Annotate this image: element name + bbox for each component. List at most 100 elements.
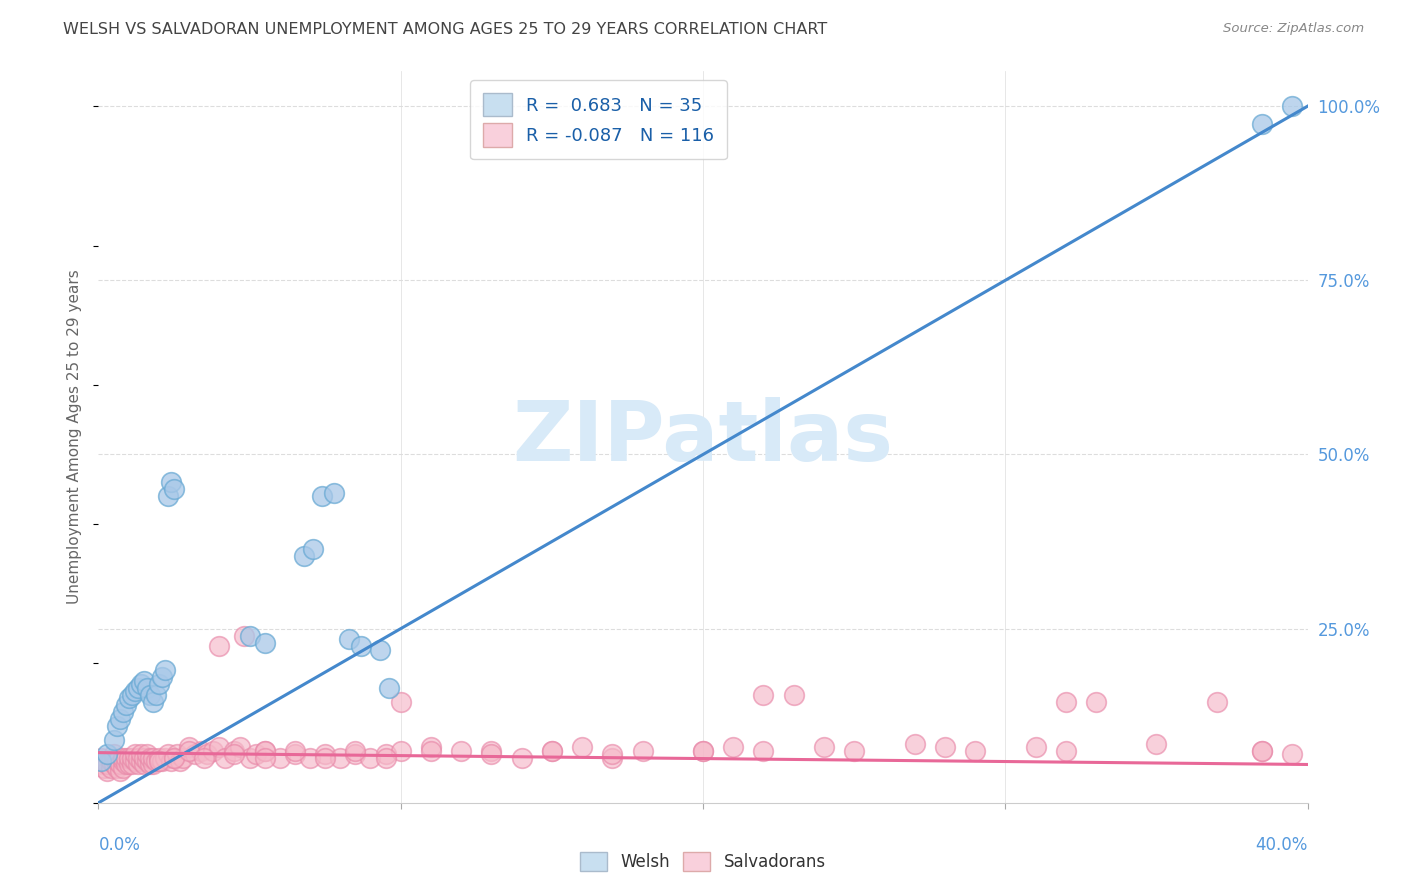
Text: Source: ZipAtlas.com: Source: ZipAtlas.com [1223,22,1364,36]
Point [111,754,134,768]
Point [111,705,134,719]
Point [239,629,262,643]
Point [692,743,714,757]
Point [124,747,146,761]
Point [450,743,472,757]
Point [169,754,191,768]
Point [844,743,866,757]
Text: 40.0%: 40.0% [1256,836,1308,854]
Point [692,743,714,757]
Point [377,681,399,695]
Point [148,677,170,691]
Point [965,743,987,757]
Text: WELSH VS SALVADORAN UNEMPLOYMENT AMONG AGES 25 TO 29 YEARS CORRELATION CHART: WELSH VS SALVADORAN UNEMPLOYMENT AMONG A… [63,22,828,37]
Point [127,681,149,695]
Point [166,747,188,761]
Point [153,750,176,764]
Point [314,750,336,764]
Point [129,747,152,761]
Point [90,754,112,768]
Point [389,743,412,757]
Y-axis label: Unemployment Among Ages 25 to 29 years: Unemployment Among Ages 25 to 29 years [67,269,83,605]
Point [108,757,131,772]
Point [1281,99,1303,113]
Point [1251,743,1274,757]
Point [360,750,382,764]
Point [571,740,593,755]
Point [752,688,775,702]
Point [904,737,927,751]
Point [105,719,128,733]
Point [934,740,956,755]
Point [118,691,141,706]
Point [229,740,252,755]
Point [202,743,225,757]
Point [127,750,149,764]
Point [344,743,367,757]
Point [111,761,134,775]
Point [148,754,170,768]
Point [156,489,179,503]
Point [184,747,207,761]
Point [1054,695,1077,709]
Point [96,757,118,772]
Point [389,695,412,709]
Point [160,754,183,768]
Point [214,750,236,764]
Point [602,747,624,761]
Point [253,743,276,757]
Point [121,688,143,702]
Point [1206,695,1229,709]
Point [142,695,165,709]
Point [163,750,186,764]
Point [100,754,122,768]
Point [135,681,157,695]
Point [299,750,322,764]
Point [420,740,443,755]
Point [90,750,112,764]
Point [93,754,115,768]
Text: 0.0%: 0.0% [98,836,141,854]
Point [368,642,391,657]
Point [150,754,173,768]
Point [481,747,503,761]
Point [118,757,141,772]
Point [350,639,373,653]
Point [374,750,396,764]
Point [540,743,562,757]
Point [129,754,152,768]
Point [374,747,396,761]
Point [105,761,128,775]
Point [90,754,112,768]
Point [103,747,125,761]
Point [148,750,170,764]
Point [139,688,162,702]
Point [208,740,231,755]
Point [145,688,167,702]
Point [190,743,212,757]
Point [329,750,352,764]
Point [132,750,155,764]
Point [302,541,325,556]
Point [93,761,115,775]
Point [172,750,194,764]
Point [1251,117,1274,131]
Point [145,754,167,768]
Point [193,750,215,764]
Point [195,747,218,761]
Point [284,747,307,761]
Legend: Welsh, Salvadorans: Welsh, Salvadorans [572,843,834,880]
Point [103,757,125,772]
Point [1085,695,1108,709]
Point [540,743,562,757]
Point [284,743,307,757]
Point [163,483,186,497]
Point [108,712,131,726]
Point [253,635,276,649]
Point [90,757,112,772]
Point [114,757,136,772]
Point [121,757,143,772]
Point [163,750,186,764]
Point [142,757,165,772]
Point [232,629,254,643]
